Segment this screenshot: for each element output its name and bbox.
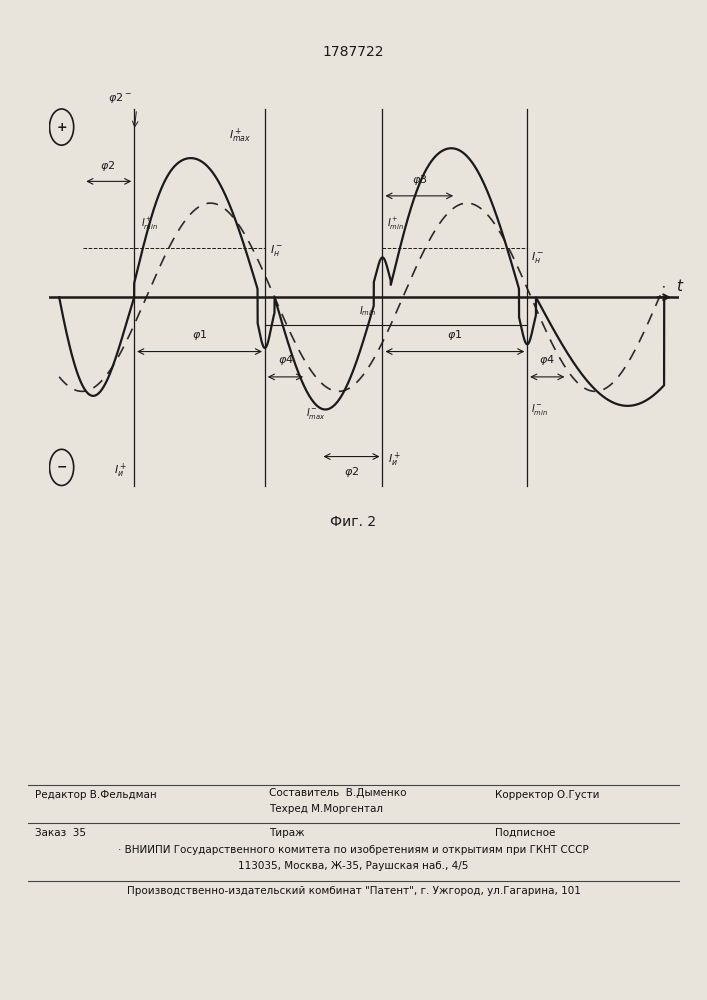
Text: +: + — [57, 121, 67, 134]
Text: Корректор О.Густи: Корректор О.Густи — [495, 790, 600, 800]
Text: $I^-_{н}$: $I^-_{н}$ — [270, 243, 283, 258]
Text: t: t — [677, 279, 682, 294]
Text: $I^-_{max}$: $I^-_{max}$ — [306, 406, 326, 421]
Text: 113035, Москва, Ж-35, Раушская наб., 4/5: 113035, Москва, Ж-35, Раушская наб., 4/5 — [238, 861, 469, 871]
Text: Тираж: Тираж — [269, 828, 304, 838]
Text: $I^-_{min}$: $I^-_{min}$ — [531, 402, 549, 417]
Text: $I^+_{min}$: $I^+_{min}$ — [141, 216, 158, 232]
Text: $I_{min}$: $I_{min}$ — [359, 304, 377, 318]
Text: Фиг. 2: Фиг. 2 — [330, 515, 377, 529]
Text: Подписное: Подписное — [495, 828, 555, 838]
Text: Редактор В.Фельдман: Редактор В.Фельдман — [35, 790, 157, 800]
Text: · ВНИИПИ Государственного комитета по изобретениям и открытиям при ГКНТ СССР: · ВНИИПИ Государственного комитета по из… — [118, 845, 589, 855]
Text: $I^+_{min}$: $I^+_{min}$ — [387, 216, 404, 232]
Text: Техред М.Моргентал: Техред М.Моргентал — [269, 804, 382, 814]
Text: Заказ  35: Заказ 35 — [35, 828, 86, 838]
Text: $\varphi 4$: $\varphi 4$ — [278, 353, 293, 367]
Text: $I^+_{и}$: $I^+_{и}$ — [114, 462, 127, 480]
Text: $\varphi 2$: $\varphi 2$ — [344, 465, 359, 479]
Text: $I^-_{н}$: $I^-_{н}$ — [531, 250, 544, 265]
Text: $\varphi 2$: $\varphi 2$ — [100, 159, 115, 173]
Text: Составитель  В.Дыменко: Составитель В.Дыменко — [269, 788, 406, 798]
Text: 1787722: 1787722 — [323, 45, 384, 59]
Text: Производственно-издательский комбинат "Патент", г. Ужгород, ул.Гагарина, 101: Производственно-издательский комбинат "П… — [127, 886, 580, 896]
Text: $\varphi 2^-$: $\varphi 2^-$ — [107, 91, 132, 105]
Text: $I^+_{и}$: $I^+_{и}$ — [388, 451, 402, 469]
Text: $\varphi 3$: $\varphi 3$ — [411, 173, 427, 187]
Text: $I^+_{max}$: $I^+_{max}$ — [228, 127, 251, 145]
Text: $\varphi 1$: $\varphi 1$ — [192, 328, 207, 342]
Text: $\varphi 4$: $\varphi 4$ — [539, 353, 555, 367]
Text: $\varphi 1$: $\varphi 1$ — [448, 328, 463, 342]
Text: −: − — [57, 461, 67, 474]
